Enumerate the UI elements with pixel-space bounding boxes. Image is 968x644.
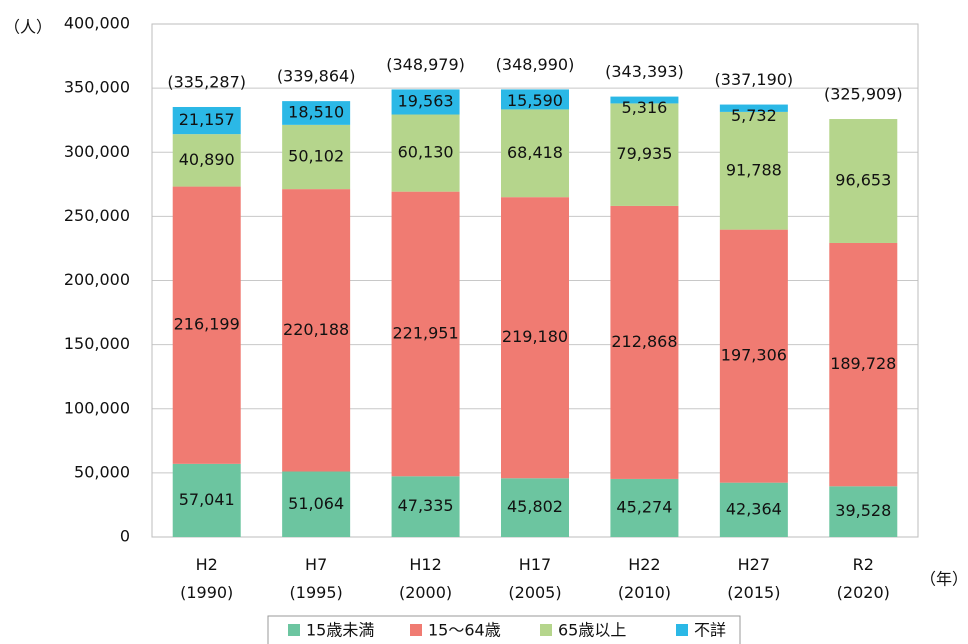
value-label: 96,653	[835, 171, 891, 190]
legend-label: 15歳未満	[306, 621, 374, 640]
value-label: 5,732	[731, 106, 777, 125]
legend-label: 15～64歳	[428, 621, 501, 640]
total-label: (325,909)	[824, 85, 903, 104]
value-label: 221,951	[392, 323, 458, 342]
total-label: (348,990)	[496, 55, 575, 74]
x-tick-label: H22 (2010)	[617, 555, 672, 602]
y-tick-label: 0	[120, 527, 130, 546]
bar-segment	[391, 191, 460, 477]
value-label: 47,335	[398, 496, 454, 515]
legend: 15歳未満 15～64歳 65歳以上 不詳	[267, 615, 741, 644]
legend-swatch	[288, 624, 300, 636]
x-axis-label: （年）	[920, 570, 968, 589]
value-label: 19,563	[398, 91, 454, 110]
value-label: 45,802	[507, 497, 563, 516]
bar-segment	[610, 96, 679, 104]
bar-segment	[501, 89, 569, 110]
value-label: 5,316	[622, 98, 668, 117]
bar-segment	[172, 106, 241, 135]
x-tick-label: H27 (2015)	[727, 555, 781, 602]
y-tick-label: 350,000	[64, 78, 130, 97]
value-label: 18,510	[288, 103, 344, 122]
legend-swatch	[676, 624, 688, 636]
value-label: 39,528	[835, 501, 891, 520]
bar-segment	[391, 89, 460, 115]
legend-swatch	[410, 624, 422, 636]
x-tick-label: H7 (1995)	[289, 555, 343, 602]
legend-box	[267, 615, 741, 644]
legend-swatch	[540, 624, 552, 636]
value-label: 15,590	[507, 91, 563, 110]
value-label: 21,157	[179, 110, 235, 129]
value-label: 219,180	[502, 327, 568, 346]
y-tick-label: 100,000	[64, 398, 130, 417]
value-label: 91,788	[726, 160, 782, 179]
bar-segment	[501, 478, 569, 537]
bar-segment	[829, 119, 898, 243]
total-label: (335,287)	[167, 72, 246, 91]
total-label: (339,864)	[277, 67, 356, 86]
bar-segment	[282, 101, 351, 125]
bar-segment	[719, 229, 788, 483]
total-label: (343,393)	[605, 62, 684, 81]
bar-segment	[391, 476, 460, 537]
y-tick-label: 200,000	[64, 270, 130, 289]
y-tick-label: 50,000	[74, 462, 130, 481]
bar-segment	[282, 124, 351, 190]
value-label: 68,418	[507, 143, 563, 162]
bar-segment	[610, 205, 679, 479]
value-label: 40,890	[179, 150, 235, 169]
legend-label: 不詳	[694, 621, 726, 640]
bar-segment	[501, 109, 569, 198]
value-label: 45,274	[616, 497, 672, 516]
bar-segment	[501, 197, 569, 479]
value-label: 79,935	[616, 144, 672, 163]
bar-segment	[829, 242, 898, 487]
y-axis-label: （人）	[4, 18, 52, 37]
x-tick-label: H17 (2005)	[508, 555, 562, 602]
y-tick-label: 250,000	[64, 206, 130, 225]
y-tick-label: 150,000	[64, 334, 130, 353]
value-label: 216,199	[174, 315, 240, 334]
value-label: 220,188	[283, 320, 349, 339]
bar-segment	[719, 111, 788, 230]
bar-segment	[282, 471, 351, 537]
bar-segment	[829, 486, 898, 537]
bar-segment	[172, 463, 241, 537]
bar-segment	[282, 189, 351, 472]
total-label: (348,979)	[386, 55, 465, 74]
total-label: (337,190)	[715, 70, 794, 89]
value-label: 197,306	[721, 346, 787, 365]
y-tick-label: 400,000	[64, 14, 130, 33]
bar-segment	[610, 478, 679, 537]
bar-segment	[610, 103, 679, 206]
legend-label: 65歳以上	[558, 621, 626, 640]
value-label: 51,064	[288, 494, 344, 513]
value-label: 57,041	[179, 490, 235, 509]
value-label: 189,728	[830, 354, 896, 373]
x-tick-label: H12 (2000)	[398, 555, 453, 602]
bar-segment	[719, 482, 788, 537]
x-tick-label: R2 (2020)	[836, 555, 890, 602]
value-label: 42,364	[726, 499, 782, 518]
bar-segment	[172, 134, 241, 187]
bar-segment	[719, 104, 788, 112]
bar-segment	[391, 114, 460, 192]
x-tick-label: H2 (1990)	[180, 555, 234, 602]
value-label: 50,102	[288, 146, 344, 165]
bar-segment	[172, 186, 241, 464]
y-tick-label: 300,000	[64, 142, 130, 161]
value-label: 60,130	[398, 143, 454, 162]
value-label: 212,868	[611, 332, 677, 351]
